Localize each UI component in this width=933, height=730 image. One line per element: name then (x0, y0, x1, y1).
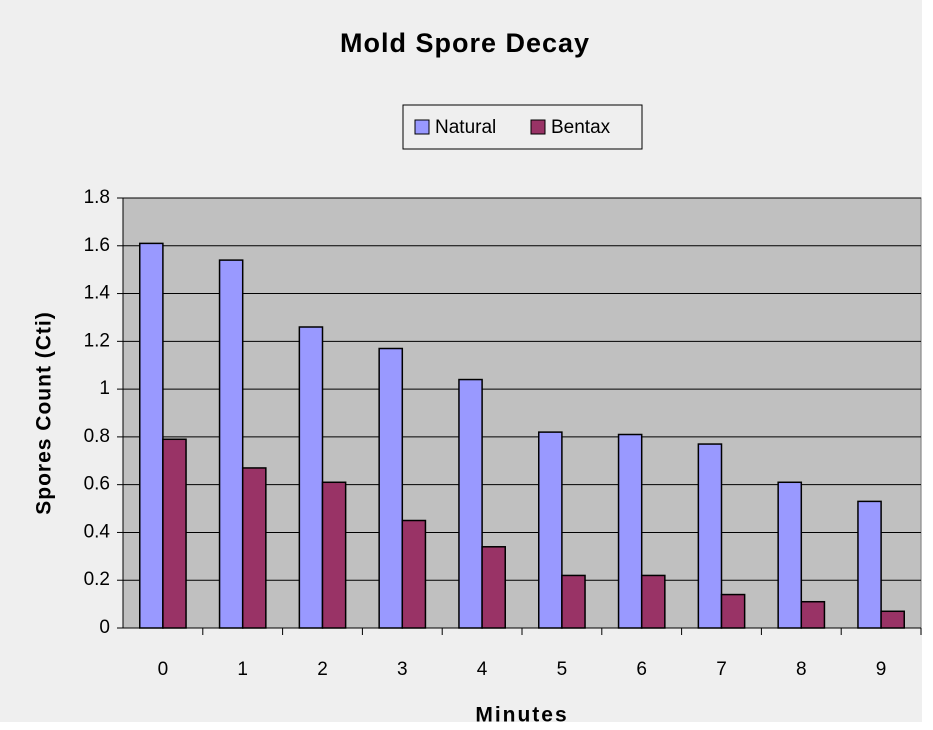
bar (162, 438, 187, 629)
y-tick-label: 1.6 (84, 235, 110, 256)
bar (481, 546, 506, 629)
y-tick-label: 0.8 (84, 426, 110, 447)
x-tick-label: 5 (557, 659, 568, 680)
y-tick-label: 0.2 (84, 569, 110, 590)
bar (617, 433, 643, 629)
y-tick-label: 0.6 (84, 474, 110, 495)
legend-label: Natural (435, 117, 496, 138)
bar (697, 443, 723, 629)
bar (777, 481, 803, 629)
x-tick-label: 3 (397, 659, 408, 680)
bar (298, 326, 324, 629)
bar (139, 242, 164, 629)
x-tick-label: 4 (477, 659, 488, 680)
x-tick-label: 9 (876, 659, 887, 680)
x-tick-label: 8 (796, 659, 807, 680)
bar (538, 431, 563, 629)
x-tick-label: 7 (716, 659, 727, 680)
bar (561, 574, 586, 629)
x-tick-label: 2 (317, 659, 328, 680)
bar (857, 500, 882, 629)
y-tick-label: 1 (99, 378, 110, 399)
x-tick-label: 6 (636, 659, 647, 680)
y-tick-label: 0 (99, 617, 110, 638)
bar (880, 610, 905, 629)
bar (401, 519, 427, 629)
y-tick-label: 1.2 (84, 330, 110, 351)
x-axis-label: Minutes (475, 704, 568, 727)
legend-swatch (414, 119, 430, 135)
bar (241, 467, 267, 629)
x-tick-label: 1 (237, 659, 248, 680)
bar (640, 574, 666, 629)
bar (378, 347, 404, 629)
chart-title: Mold Spore Decay (340, 28, 590, 58)
bar (720, 593, 746, 629)
y-tick-label: 1.4 (84, 283, 111, 304)
x-tick-label: 0 (158, 659, 169, 680)
y-tick-label: 0.4 (84, 521, 111, 542)
bar (218, 259, 244, 629)
legend-label: Bentax (551, 117, 611, 138)
bar (458, 378, 483, 629)
legend-swatch (530, 119, 546, 135)
bar (321, 481, 347, 629)
y-axis-label: Spores Count (Cti) (33, 311, 56, 514)
bar (800, 600, 826, 629)
y-tick-label: 1.8 (84, 187, 110, 208)
legend-box (402, 104, 643, 150)
